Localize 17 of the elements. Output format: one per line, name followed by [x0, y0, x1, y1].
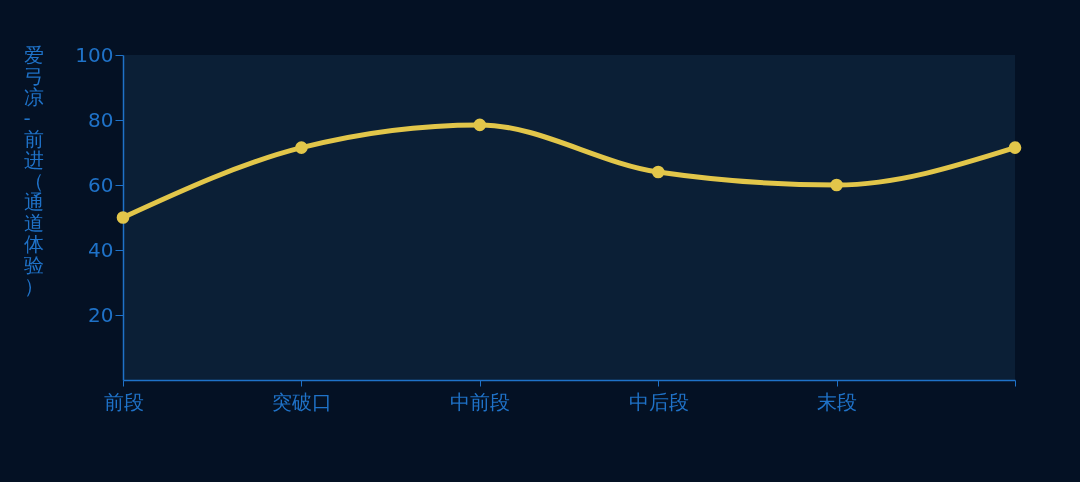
point	[295, 141, 308, 154]
y-tick-label: 20	[88, 302, 114, 327]
point	[830, 178, 843, 192]
x-tick-label: 中后段	[628, 389, 689, 414]
y-tick-label: 80	[88, 107, 114, 132]
text: 爱弓凉-前进（通道体验）	[23, 42, 44, 298]
x-tick-label: 前段	[103, 389, 144, 414]
x-tick-label: 末段	[817, 389, 858, 414]
point	[473, 118, 487, 132]
point	[651, 165, 665, 179]
x-tick-label: 突破口	[271, 389, 332, 414]
y-tick-label: 40	[88, 237, 114, 262]
y-tick-label: 100	[75, 42, 114, 67]
y-tick-label: 60	[88, 172, 114, 197]
point	[1008, 141, 1022, 154]
point	[116, 211, 130, 224]
x-tick-label: 中前段	[450, 389, 511, 414]
